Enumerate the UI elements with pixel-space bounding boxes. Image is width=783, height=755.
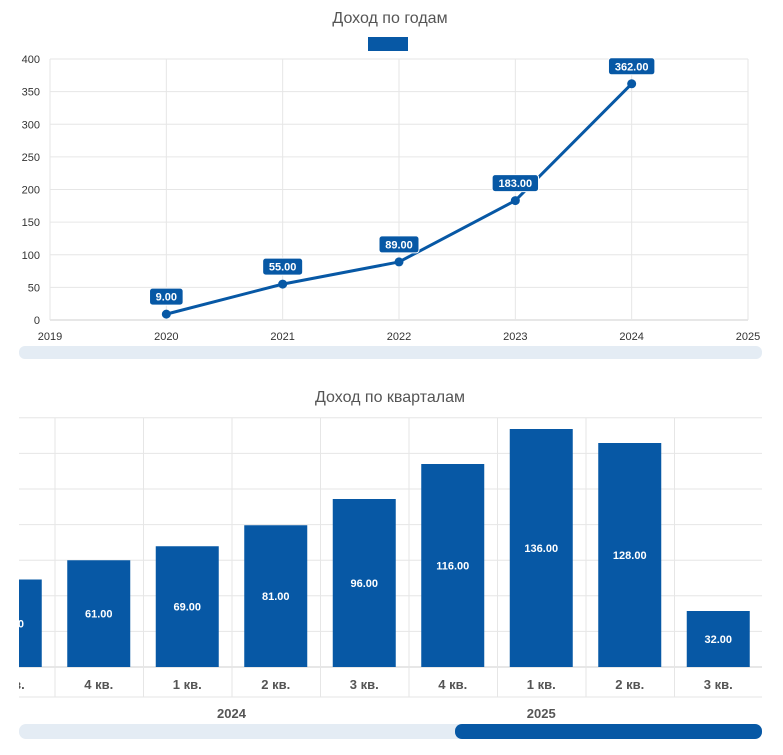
bar-value-label: 61.00: [85, 609, 113, 621]
year-label: 2025: [527, 706, 556, 721]
data-point[interactable]: [161, 309, 171, 319]
category-label: 4 кв.: [84, 677, 113, 692]
quarterly-chart-title: Доход по кварталам: [315, 389, 465, 406]
y-tick-label: 350: [22, 87, 40, 99]
category-label: 1 кв.: [173, 677, 202, 692]
category-label: 3 кв.: [0, 677, 25, 692]
yearly-income-chart: Доход по годам 050100150200250300350400 …: [19, 10, 762, 359]
y-tick-label: 0: [34, 315, 40, 327]
bar-value-label: 116.00: [436, 561, 469, 573]
y-tick-label: 250: [22, 152, 40, 164]
category-label: 1 кв.: [527, 677, 556, 692]
yearly-y-axis: 0 50 100 150 200 250 300 350 400: [22, 54, 40, 327]
bar-value-label: 96.00: [350, 578, 378, 590]
legend-swatch[interactable]: [368, 37, 408, 51]
data-label-box: [378, 235, 420, 254]
yearly-series-points: 9.00 55.00 89.00 183.00 362.00: [149, 57, 656, 319]
data-point[interactable]: [510, 196, 520, 206]
category-label: 3 кв.: [350, 677, 379, 692]
bar[interactable]: [155, 546, 219, 667]
quarterly-year-axis: 2024 2025: [217, 706, 556, 721]
bar[interactable]: [67, 560, 131, 667]
quarterly-x-axis: 3 кв. 4 кв. 1 кв. 2 кв. 3 кв. 4 кв. 1 кв. 2 кв.…: [0, 677, 733, 692]
bar[interactable]: [509, 429, 573, 667]
data-point[interactable]: [627, 79, 637, 89]
category-label: 2 кв.: [261, 677, 290, 692]
quarterly-income-chart: Доход по кварталам 50.00 61.00 69.00 81.00 9…: [0, 389, 762, 739]
quarterly-scrollbar-thumb[interactable]: [455, 724, 762, 739]
category-label: 3 кв.: [704, 677, 733, 692]
year-label: 2024: [217, 706, 247, 721]
x-tick-label: 2021: [270, 331, 294, 343]
x-tick-label: 2024: [619, 331, 643, 343]
y-tick-label: 400: [22, 54, 40, 66]
bar-value-label: 81.00: [262, 591, 290, 603]
bar[interactable]: [0, 579, 42, 668]
x-tick-label: 2025: [736, 331, 760, 343]
bar-value-label: 69.00: [173, 602, 201, 614]
bar-value-label: 50.00: [0, 618, 24, 630]
data-label: 9.00: [156, 292, 177, 304]
bar-value-label: 136.00: [524, 543, 558, 555]
data-label: 89.00: [385, 239, 413, 251]
bar[interactable]: [421, 464, 485, 667]
data-label: 183.00: [499, 178, 533, 190]
x-tick-label: 2019: [38, 331, 62, 343]
yearly-scrollbar-track[interactable]: [19, 346, 762, 359]
data-point[interactable]: [394, 257, 404, 267]
category-label: 4 кв.: [438, 677, 467, 692]
y-tick-label: 100: [22, 250, 40, 262]
yearly-x-axis: 2019 2020 2021 2022 2023 2024 2025: [38, 331, 760, 343]
bar[interactable]: [244, 525, 308, 667]
y-tick-label: 150: [22, 217, 40, 229]
data-label: 55.00: [269, 262, 297, 274]
x-tick-label: 2020: [154, 331, 178, 343]
y-tick-label: 200: [22, 185, 40, 197]
bar-value-label: 32.00: [704, 634, 732, 646]
data-label: 362.00: [615, 61, 649, 73]
y-tick-label: 300: [22, 119, 40, 131]
x-tick-label: 2022: [387, 331, 411, 343]
bar[interactable]: [686, 611, 750, 667]
bar[interactable]: [332, 499, 396, 667]
bar[interactable]: [598, 443, 662, 667]
data-label-box: [149, 287, 184, 306]
yearly-chart-grid: [49, 58, 749, 321]
bar-value-label: 128.00: [613, 550, 647, 562]
data-label-box: [262, 257, 304, 276]
y-tick-label: 50: [28, 282, 40, 294]
category-label: 2 кв.: [615, 677, 644, 692]
quarterly-bars: 50.00 61.00 69.00 81.00 96.00 116.00 136.00 128…: [0, 429, 750, 668]
yearly-chart-title: Доход по годам: [332, 10, 447, 27]
data-label-box: [607, 57, 656, 76]
data-point[interactable]: [278, 279, 288, 289]
data-label-box: [491, 174, 540, 193]
x-tick-label: 2023: [503, 331, 527, 343]
